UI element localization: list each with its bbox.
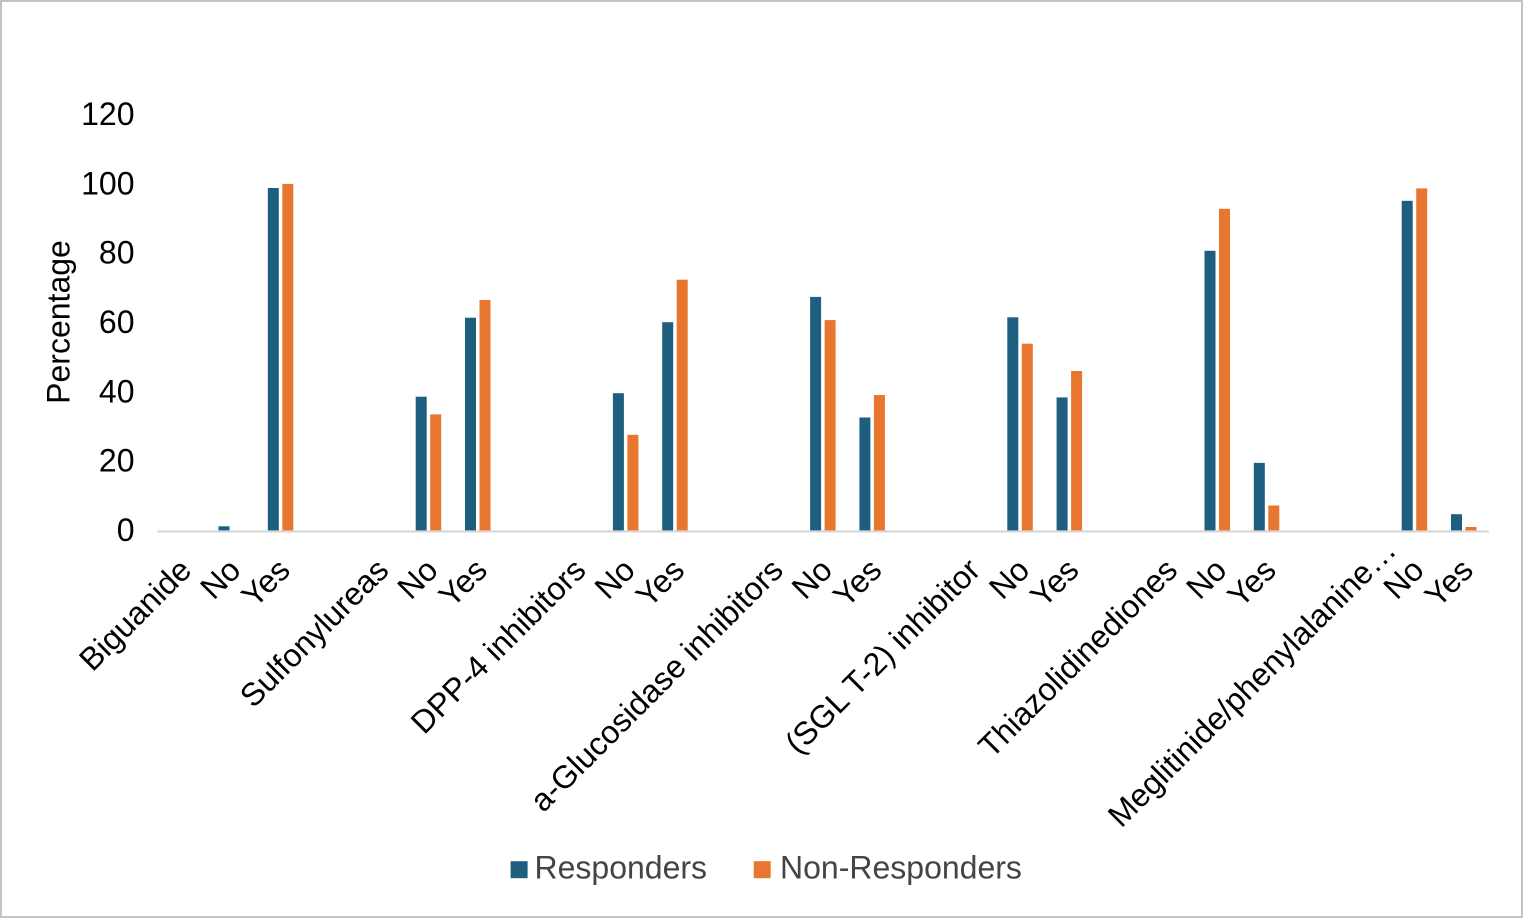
svg-text:100: 100 (81, 165, 134, 201)
svg-text:80: 80 (99, 235, 135, 271)
svg-text:Non-Responders: Non-Responders (780, 850, 1022, 886)
svg-text:0: 0 (117, 512, 135, 548)
svg-text:Responders: Responders (535, 850, 708, 886)
svg-text:40: 40 (99, 373, 135, 409)
svg-text:20: 20 (99, 443, 135, 479)
svg-text:60: 60 (99, 304, 135, 340)
svg-text:Percentage: Percentage (41, 240, 77, 404)
svg-text:120: 120 (81, 96, 134, 132)
